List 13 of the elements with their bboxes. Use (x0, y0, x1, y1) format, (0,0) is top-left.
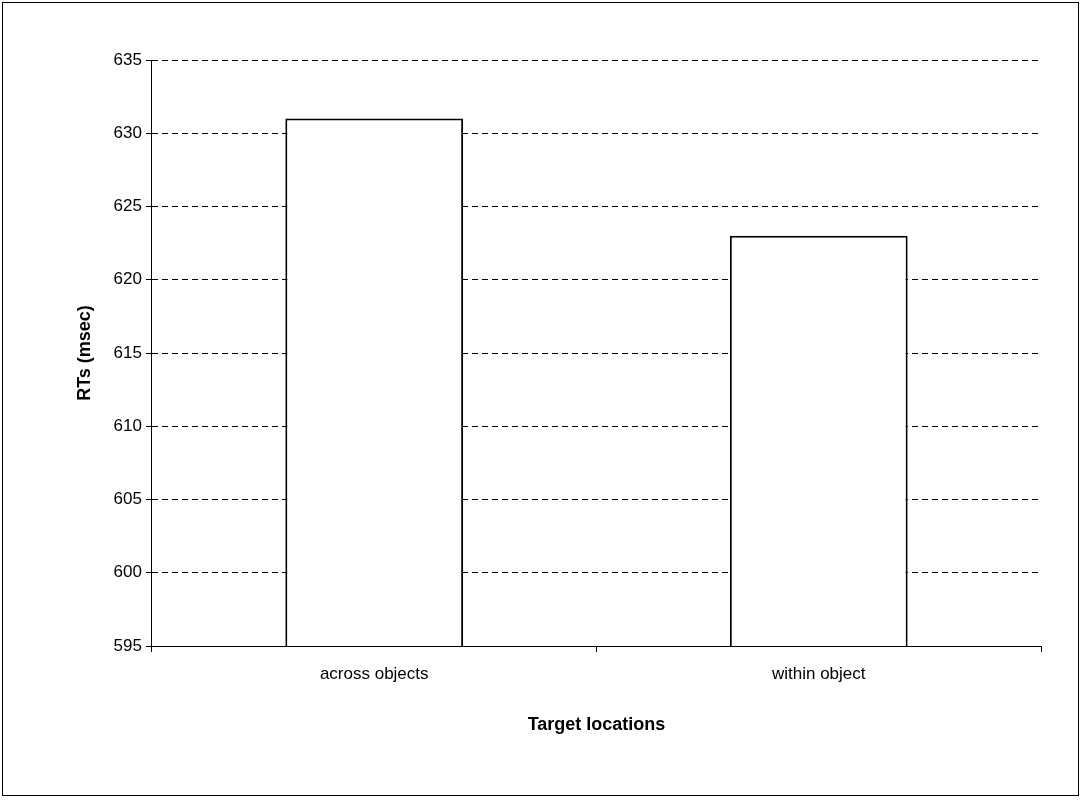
y-tick-label: 625 (113, 196, 142, 216)
y-tick-label: 610 (113, 415, 142, 435)
x-tick-label: within object (770, 663, 866, 683)
y-tick-label: 620 (113, 269, 142, 289)
x-axis-title: Target locations (527, 714, 666, 735)
x-tick-label: across objects (319, 663, 429, 683)
y-tick-label: 600 (113, 562, 142, 582)
y-axis-title: RTs (msec) (73, 305, 94, 401)
y-tick-label: 615 (113, 342, 142, 362)
y-tick-label: 595 (113, 635, 142, 655)
y-tick-label: 635 (113, 49, 142, 69)
y-tick-label: 605 (113, 489, 142, 509)
y-tick-label: 630 (113, 122, 142, 142)
